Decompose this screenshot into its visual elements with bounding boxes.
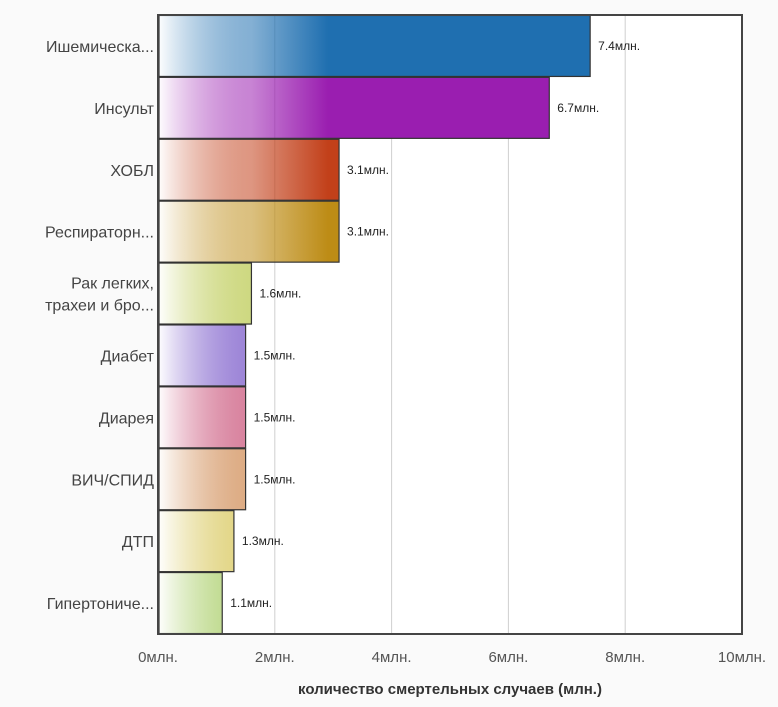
x-tick-label: 6млн. (488, 649, 528, 666)
bar-value-label: 3.1млн. (347, 163, 389, 177)
bar-value-label: 1.1млн. (230, 596, 272, 610)
x-tick-label: 2млн. (255, 649, 295, 666)
bar-value-label: 6.7млн. (557, 101, 599, 115)
bar (158, 324, 247, 387)
bar (158, 138, 340, 201)
bar-value-label: 7.4млн. (598, 39, 640, 53)
bar-value-label: 1.3млн. (242, 534, 284, 548)
bar-value-label: 1.5млн. (254, 472, 296, 486)
category-label: трахеи и бро... (45, 298, 154, 315)
bar (158, 510, 235, 573)
x-tick-label: 0млн. (138, 649, 178, 666)
category-label: ВИЧ/СПИД (71, 472, 154, 489)
category-label: Диабет (101, 348, 155, 365)
category-labels: Ишемическа... Инсульт ХОБЛ Респираторн... Ра… (45, 39, 155, 613)
bar (158, 386, 247, 449)
bar (158, 448, 247, 511)
category-label: Респираторн... (45, 225, 154, 242)
category-label: Диарея (99, 410, 154, 427)
value-labels: 7.4млн. 6.7млн. 3.1млн. 3.1млн. 1.6млн. 1.5мл… (230, 39, 640, 610)
bars (158, 14, 591, 635)
bar (158, 262, 253, 325)
x-axis-title: количество смертельных случаев (млн.) (298, 681, 602, 698)
category-label: Инсульт (94, 101, 154, 118)
bar-value-label: 1.6млн. (259, 287, 301, 301)
x-tick-label: 10млн. (718, 649, 766, 666)
bar-value-label: 3.1млн. (347, 225, 389, 239)
category-label: Ишемическа... (46, 39, 154, 56)
bar (158, 14, 591, 78)
bar-value-label: 1.5млн. (254, 348, 296, 362)
x-tick-labels: 0млн. 2млн. 4млн. 6млн. 8млн. 10млн. (138, 649, 766, 666)
category-label: ДТП (122, 534, 154, 551)
category-label: Гипертониче... (47, 596, 154, 613)
bar (158, 200, 340, 263)
bar (158, 571, 223, 635)
x-tick-label: 8млн. (605, 649, 645, 666)
category-label: Рак легких, (71, 276, 154, 293)
x-tick-label: 4млн. (372, 649, 412, 666)
bar (158, 76, 550, 139)
plot-frame (157, 14, 743, 635)
bar-value-label: 1.5млн. (254, 410, 296, 424)
category-label: ХОБЛ (110, 163, 154, 180)
